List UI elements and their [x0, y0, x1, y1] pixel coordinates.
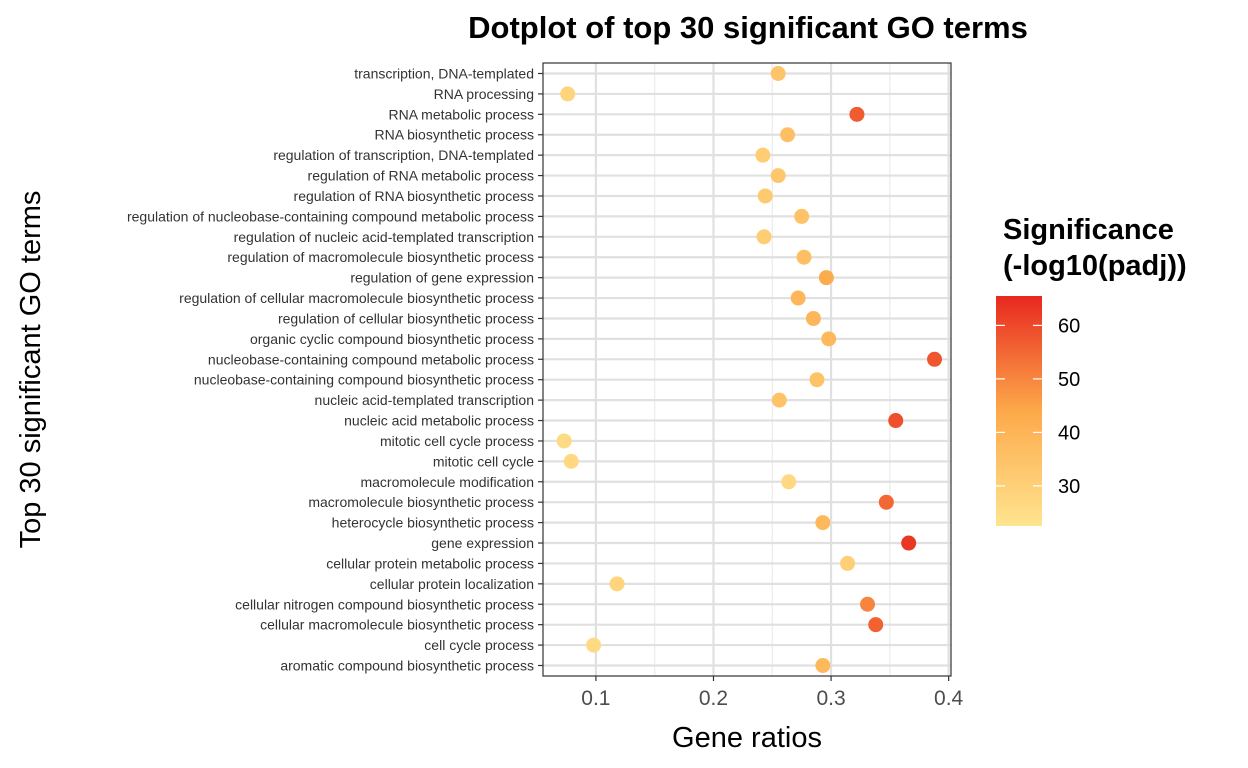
data-point	[781, 474, 797, 490]
y-tick-label: regulation of nucleobase-containing comp…	[127, 208, 534, 224]
y-tick-label: nucleic acid metabolic process	[344, 413, 534, 429]
data-point	[815, 658, 831, 673]
data-point	[901, 535, 917, 551]
data-points	[556, 66, 943, 673]
data-point	[805, 310, 821, 326]
data-point	[556, 433, 572, 449]
data-point	[815, 515, 831, 531]
y-tick-label: regulation of macromolecule biosynthetic…	[227, 249, 534, 265]
data-point	[818, 270, 834, 286]
y-tick-label: gene expression	[431, 535, 534, 551]
y-tick-label: cellular nitrogen compound biosynthetic …	[235, 596, 534, 612]
data-point	[868, 617, 884, 633]
y-tick-label: transcription, DNA-templated	[354, 66, 534, 82]
y-tick-label: aromatic compound biosynthetic process	[280, 658, 534, 674]
legend-tick-label: 50	[1058, 369, 1080, 391]
data-point	[849, 106, 865, 122]
data-point	[794, 208, 810, 224]
data-point	[878, 494, 894, 510]
y-tick-label: regulation of nucleic acid-templated tra…	[234, 229, 534, 245]
x-tick-label: 0.2	[699, 687, 728, 710]
data-point	[821, 331, 837, 347]
data-point	[809, 372, 825, 388]
data-point	[771, 392, 787, 408]
data-point	[586, 637, 602, 653]
x-tick-label: 0.1	[581, 687, 610, 710]
y-tick-label: nucleobase-containing compound metabolic…	[208, 351, 534, 367]
data-point	[840, 555, 856, 571]
x-axis-title: Gene ratios	[672, 722, 822, 754]
data-point	[860, 596, 876, 612]
y-tick-label: RNA biosynthetic process	[374, 127, 534, 143]
data-point	[563, 453, 579, 469]
y-tick-label: cellular macromolecule biosynthetic proc…	[260, 617, 534, 633]
y-tick-label: heterocycle biosynthetic process	[332, 515, 534, 531]
plot-panel	[543, 63, 951, 676]
y-tick-label: mitotic cell cycle	[433, 453, 534, 469]
legend-ticks: 30 40 50 60	[996, 315, 1080, 498]
y-tick-label: cellular protein metabolic process	[326, 555, 534, 571]
legend-tick-label: 40	[1058, 422, 1080, 444]
x-tick-label: 0.3	[816, 687, 845, 710]
data-point	[560, 86, 576, 102]
data-point	[757, 188, 773, 204]
plot-border	[542, 62, 952, 677]
x-axis: 0.1 0.2 0.3 0.4	[581, 676, 964, 710]
y-tick-label: regulation of gene expression	[350, 270, 534, 286]
legend-tick-label: 30	[1058, 476, 1080, 498]
legend-tick-label: 60	[1058, 315, 1080, 337]
data-point	[780, 127, 796, 143]
data-point	[796, 249, 812, 265]
y-tick-label: cell cycle process	[424, 637, 534, 653]
y-tick-label: cellular protein localization	[370, 576, 534, 592]
data-point	[609, 576, 625, 592]
chart-title: Dotplot of top 30 significant GO terms	[468, 10, 1028, 45]
data-point	[927, 351, 943, 367]
y-tick-label: regulation of RNA metabolic process	[308, 168, 534, 184]
y-tick-label: regulation of cellular biosynthetic proc…	[278, 310, 534, 326]
data-point	[756, 229, 772, 245]
y-tick-label: regulation of cellular macromolecule bio…	[179, 290, 534, 306]
legend-title-line-2: (-log10(padj))	[1003, 250, 1187, 282]
y-tick-label: nucleobase-containing compound biosynthe…	[194, 372, 534, 388]
data-point	[790, 290, 806, 306]
y-tick-label: macromolecule modification	[360, 474, 534, 490]
data-point	[755, 147, 771, 163]
y-tick-label: mitotic cell cycle process	[380, 433, 534, 449]
y-tick-label: regulation of RNA biosynthetic process	[294, 188, 534, 204]
y-tick-label: RNA processing	[434, 86, 534, 102]
y-axis: transcription, DNA-templated RNA processi…	[127, 66, 543, 674]
y-axis-title: Top 30 significant GO terms	[15, 191, 47, 549]
y-tick-label: regulation of transcription, DNA-templat…	[273, 147, 534, 163]
legend-colorbar	[996, 296, 1042, 526]
y-tick-label: nucleic acid-templated transcription	[315, 392, 534, 408]
data-point	[770, 168, 786, 184]
y-tick-label: organic cyclic compound biosynthetic pro…	[250, 331, 534, 347]
color-legend: Significance (-log10(padj)) 30 40 50 60	[996, 214, 1187, 526]
data-point	[888, 413, 904, 429]
x-tick-label: 0.4	[934, 687, 964, 710]
legend-title-line-1: Significance	[1003, 214, 1174, 246]
y-tick-label: macromolecule biosynthetic process	[308, 494, 534, 510]
y-tick-label: RNA metabolic process	[388, 106, 534, 122]
data-point	[770, 66, 786, 81]
